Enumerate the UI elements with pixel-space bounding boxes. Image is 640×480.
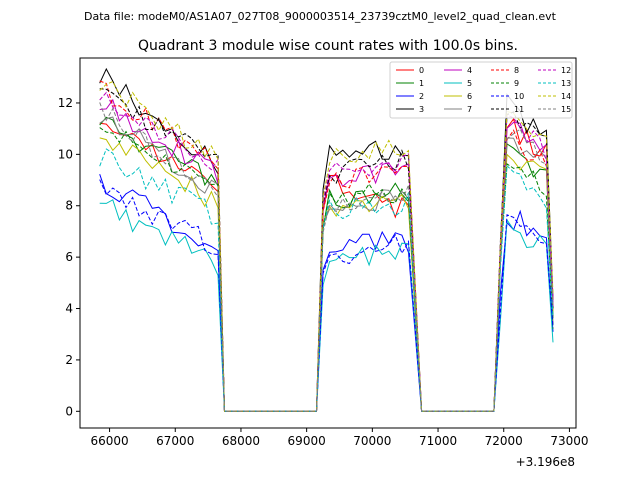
legend-label-14: 14 [561, 92, 571, 101]
y-tick-label: 0 [65, 404, 73, 418]
chart-title: Quadrant 3 module wise count rates with … [138, 38, 518, 54]
legend-label-6: 6 [467, 92, 472, 101]
x-tick-label: 68000 [222, 434, 260, 448]
datafile-label: Data file: modeM0/AS1A07_027T08_90000035… [84, 10, 557, 23]
legend-label-1: 1 [419, 79, 424, 88]
x-tick-label: 69000 [288, 434, 326, 448]
legend-box [389, 61, 573, 119]
y-tick-label: 10 [58, 147, 73, 161]
series-line-12 [99, 91, 554, 412]
series-line-14 [99, 80, 554, 412]
series-line-13 [99, 148, 554, 412]
x-tick-label: 71000 [419, 434, 457, 448]
legend-label-2: 2 [419, 92, 424, 101]
x-tick-label: 70000 [353, 434, 391, 448]
legend-label-11: 11 [514, 105, 524, 114]
x-tick-label: 67000 [156, 434, 194, 448]
x-tick-label: 72000 [485, 434, 523, 448]
series-line-4 [99, 98, 554, 412]
x-offset-label: +3.196e8 [516, 455, 575, 469]
legend-label-15: 15 [561, 105, 571, 114]
axis-ticks: 66000 67000 68000 69000 70000 71000 72000 73000… [58, 96, 589, 448]
legend-label-3: 3 [419, 105, 424, 114]
legend-label-0: 0 [419, 66, 424, 75]
series-line-5 [99, 199, 554, 412]
legend-label-12: 12 [561, 66, 571, 75]
series-layer [99, 67, 554, 412]
legend-label-10: 10 [514, 92, 524, 101]
legend-label-4: 4 [467, 66, 472, 75]
series-line-15 [99, 102, 554, 412]
series-line-11 [99, 88, 554, 412]
series-line-10 [99, 179, 554, 412]
legend-label-5: 5 [467, 79, 472, 88]
y-tick-label: 2 [65, 353, 73, 367]
y-tick-label: 6 [65, 250, 73, 264]
series-line-0 [99, 117, 554, 412]
legend-label-9: 9 [514, 79, 519, 88]
plot-frame [79, 57, 577, 429]
legend-label-13: 13 [561, 79, 571, 88]
legend-label-8: 8 [514, 66, 519, 75]
y-tick-label: 8 [65, 199, 73, 213]
x-tick-label: 73000 [550, 434, 588, 448]
y-tick-label: 12 [58, 96, 73, 110]
x-tick-label: 66000 [90, 434, 128, 448]
y-tick-label: 4 [65, 302, 73, 316]
legend-label-7: 7 [467, 105, 472, 114]
series-line-8 [99, 80, 554, 412]
